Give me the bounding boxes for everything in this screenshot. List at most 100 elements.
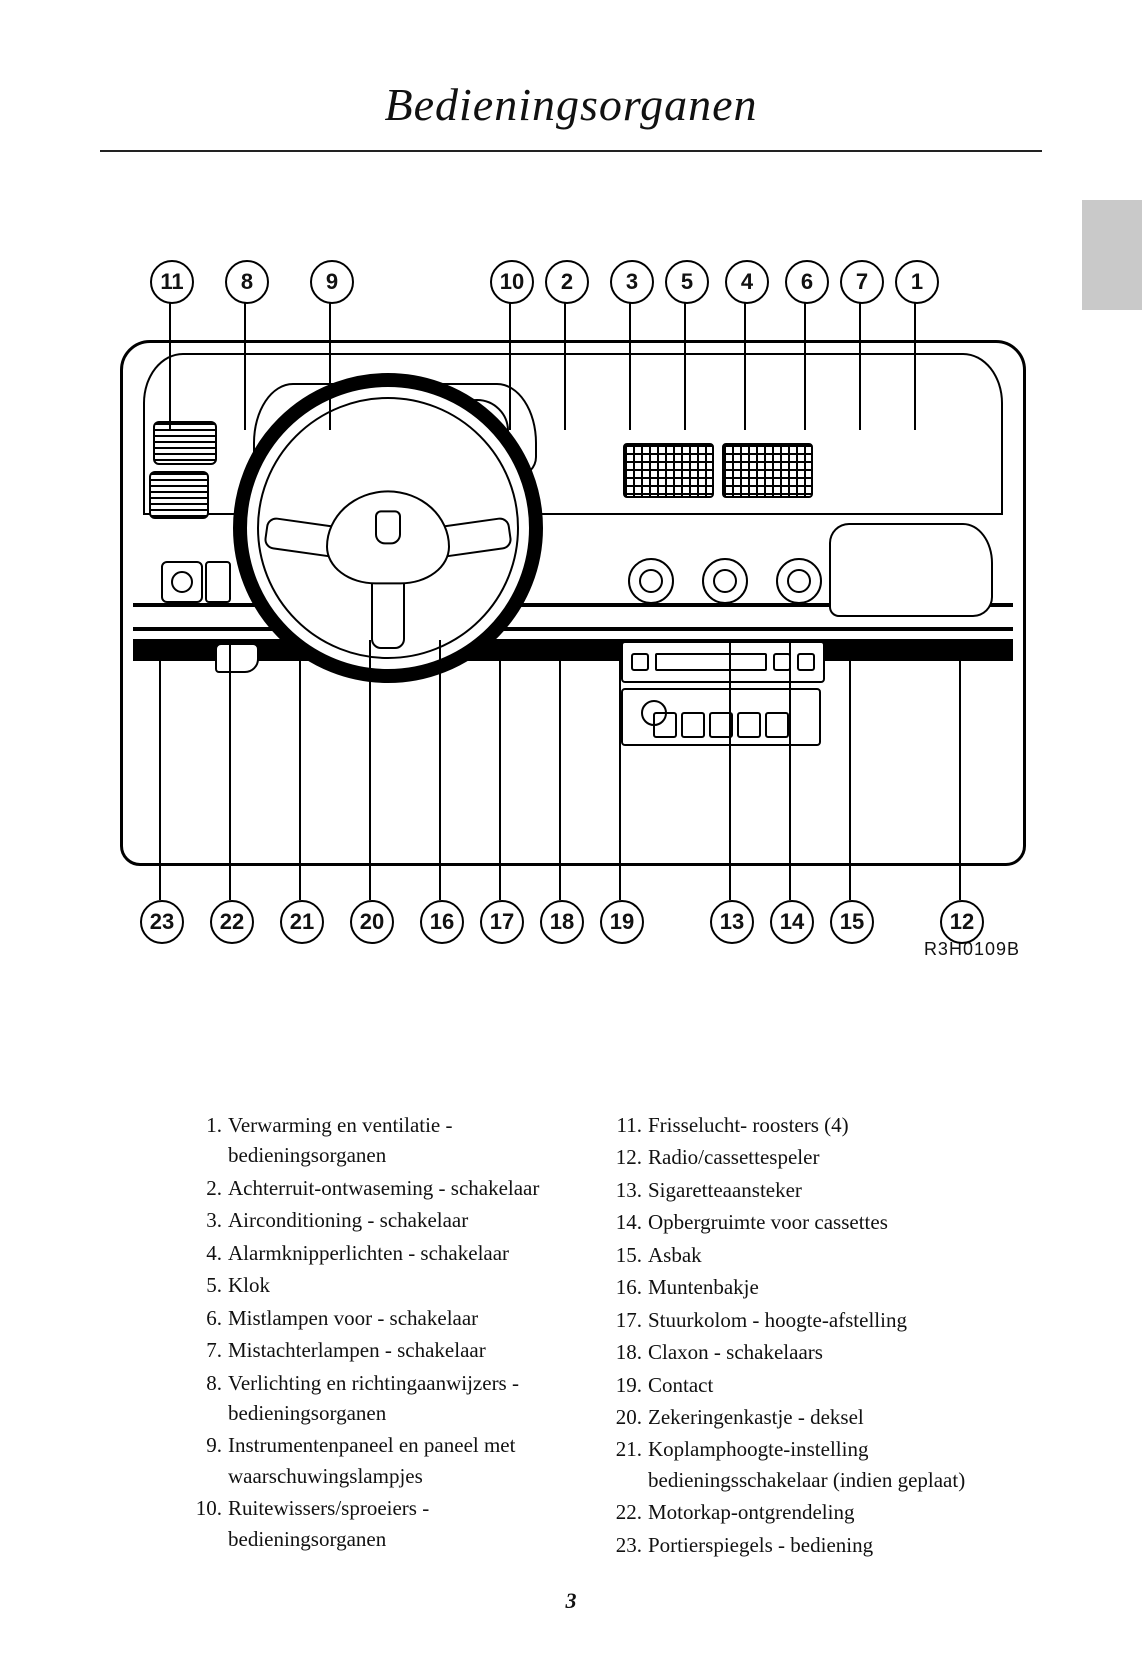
page-title: Bedieningsorganen: [0, 78, 1142, 131]
callout-leader: [849, 640, 851, 900]
legend-item: 2.Achterruit-ontwaseming - schakelaar: [190, 1173, 570, 1203]
radio-knob-icon: [631, 653, 649, 671]
legend-item-text: Contact: [648, 1370, 990, 1400]
legend-item-number: 18.: [610, 1337, 648, 1367]
hvac-knob-icon: [628, 558, 674, 604]
callout-leader: [169, 300, 171, 430]
legend-item: 16.Muntenbakje: [610, 1272, 990, 1302]
legend-item-number: 14.: [610, 1207, 648, 1237]
legend-item: 21.Koplamphoogte-instelling bedieningssc…: [610, 1434, 990, 1495]
callout-18: 18: [540, 900, 584, 944]
legend-item-number: 10.: [190, 1493, 228, 1554]
legend-item-text: Verwarming en ventilatie - bedieningsorg…: [228, 1110, 570, 1171]
legend-item-text: Frisselucht- roosters (4): [648, 1110, 990, 1140]
legend-item-number: 22.: [610, 1497, 648, 1527]
legend-item: 11.Frisselucht- roosters (4): [610, 1110, 990, 1140]
legend-item: 10.Ruitewissers/sproeiers - bedieningsor…: [190, 1493, 570, 1554]
cassette-storage: [621, 688, 821, 746]
hvac-knobs: [628, 558, 822, 604]
callout-21: 21: [280, 900, 324, 944]
callout-12: 12: [940, 900, 984, 944]
legend-item: 3.Airconditioning - schakelaar: [190, 1205, 570, 1235]
callout-8: 8: [225, 260, 269, 304]
callout-leader: [729, 640, 731, 900]
callout-leader: [914, 300, 916, 430]
legend-item: 4.Alarmknipperlichten - schakelaar: [190, 1238, 570, 1268]
vent-left-upper-icon: [153, 421, 217, 465]
callout-leader: [299, 640, 301, 900]
cassette-slot-icon: [737, 712, 761, 738]
figure-reference: R3H0109B: [924, 939, 1020, 960]
dashboard-panel: [120, 340, 1026, 866]
legend-item-number: 7.: [190, 1335, 228, 1365]
cigarette-lighter-icon: [641, 700, 667, 726]
legend-item: 12.Radio/cassettespeler: [610, 1142, 990, 1172]
legend-item-text: Klok: [228, 1270, 570, 1300]
legend-item: 17.Stuurkolom - hoogte-afstelling: [610, 1305, 990, 1335]
legend-item-number: 13.: [610, 1175, 648, 1205]
callout-22: 22: [210, 900, 254, 944]
callout-leader: [859, 300, 861, 430]
callout-leader: [439, 640, 441, 900]
callout-leader: [329, 300, 331, 430]
hvac-knob-icon: [776, 558, 822, 604]
legend-item-number: 19.: [610, 1370, 648, 1400]
page-number: 3: [0, 1588, 1142, 1614]
callout-leader: [619, 640, 621, 900]
legend-item-number: 6.: [190, 1303, 228, 1333]
callout-13: 13: [710, 900, 754, 944]
radio-button-icon: [797, 653, 815, 671]
legend-item-text: Radio/cassettespeler: [648, 1142, 990, 1172]
callout-9: 9: [310, 260, 354, 304]
legend-item: 13.Sigaretteaansteker: [610, 1175, 990, 1205]
legend-item-text: Mistachterlampen - schakelaar: [228, 1335, 570, 1365]
callout-14: 14: [770, 900, 814, 944]
radio-display-icon: [655, 653, 767, 671]
legend-item-text: Airconditioning - schakelaar: [228, 1205, 570, 1235]
cassette-slot-icon: [681, 712, 705, 738]
callout-leader: [684, 300, 686, 430]
legend-item: 9.Instrumentenpaneel en paneel met waars…: [190, 1430, 570, 1491]
legend-item-text: Koplamphoogte-instelling bedieningsschak…: [648, 1434, 990, 1495]
legend-item-number: 5.: [190, 1270, 228, 1300]
legend-item: 15.Asbak: [610, 1240, 990, 1270]
callout-leader: [369, 640, 371, 900]
callout-2: 2: [545, 260, 589, 304]
legend-item: 1.Verwarming en ventilatie - bedieningso…: [190, 1110, 570, 1171]
legend-right-column: 11.Frisselucht- roosters (4)12.Radio/cas…: [610, 1110, 990, 1562]
headlamp-level-switch-icon: [205, 561, 231, 603]
legend-item-text: Motorkap-ontgrendeling: [648, 1497, 990, 1527]
callout-16: 16: [420, 900, 464, 944]
callout-leader: [789, 640, 791, 900]
legend-item-text: Opbergruimte voor cassettes: [648, 1207, 990, 1237]
center-vents: [623, 443, 813, 498]
callout-leader: [959, 640, 961, 900]
legend-item-number: 3.: [190, 1205, 228, 1235]
callout-4: 4: [725, 260, 769, 304]
hvac-knob-icon: [702, 558, 748, 604]
legend-item: 19.Contact: [610, 1370, 990, 1400]
legend-item-number: 1.: [190, 1110, 228, 1171]
legend-item-text: Instrumentenpaneel en paneel met waarsch…: [228, 1430, 570, 1491]
legend-item: 23.Portierspiegels - bediening: [610, 1530, 990, 1560]
callout-7: 7: [840, 260, 884, 304]
callout-3: 3: [610, 260, 654, 304]
thumb-tab: [1082, 200, 1142, 310]
manual-page: Bedieningsorganen: [0, 0, 1142, 1654]
legend-item-number: 12.: [610, 1142, 648, 1172]
callout-leader: [559, 640, 561, 900]
callout-1: 1: [895, 260, 939, 304]
legend-item-text: Verlichting en richtingaanwijzers - bedi…: [228, 1368, 570, 1429]
legend-item-text: Stuurkolom - hoogte-afstelling: [648, 1305, 990, 1335]
callout-5: 5: [665, 260, 709, 304]
legend-item-text: Alarmknipperlichten - schakelaar: [228, 1238, 570, 1268]
legend-item-text: Muntenbakje: [648, 1272, 990, 1302]
callout-leader: [244, 300, 246, 430]
legend-item-text: Zekeringenkastje - deksel: [648, 1402, 990, 1432]
center-vent-right-icon: [722, 443, 813, 498]
vent-left-lower-icon: [149, 471, 209, 519]
legend-item-number: 16.: [610, 1272, 648, 1302]
cassette-slot-icon: [765, 712, 789, 738]
legend-item-text: Mistlampen voor - schakelaar: [228, 1303, 570, 1333]
legend-item-number: 17.: [610, 1305, 648, 1335]
